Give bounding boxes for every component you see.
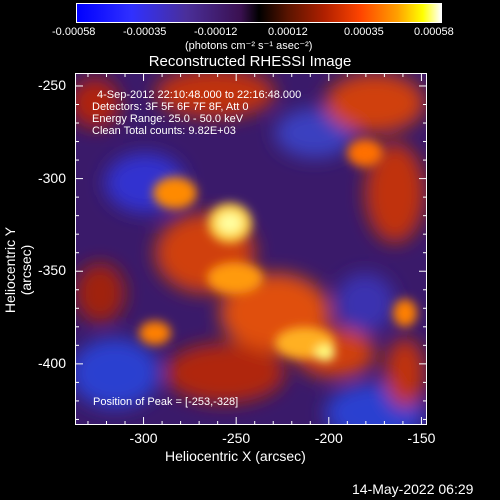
colorbar-tick: 0.00035	[344, 26, 384, 38]
info-detectors: Detectors: 3F 5F 6F 7F 8F, Att 0	[92, 101, 249, 113]
chart-title: Reconstructed RHESSI Image	[148, 53, 352, 70]
colorbar	[76, 3, 442, 23]
colorbar-tick: -0.00035	[123, 26, 167, 38]
y-tick-label: -300	[37, 169, 66, 186]
y-axis-label: Heliocentric Y (arcsec)	[2, 226, 34, 314]
y-tick-label: -350	[37, 262, 66, 279]
colorbar-units: (photons cm⁻² s⁻¹ asec⁻²)	[185, 40, 313, 52]
info-time-range: 4-Sep-2012 22:10:48.000 to 22:16:48.000	[97, 89, 302, 101]
heatmap-hotspots	[139, 139, 417, 361]
colorbar-tick: -0.00058	[52, 26, 96, 38]
date-stamp: 14-May-2022 06:29	[352, 481, 474, 497]
x-tick-label: -150	[407, 430, 436, 446]
y-tick-label: -400	[37, 354, 66, 371]
info-peak: Position of Peak = [-253,-328]	[93, 396, 239, 408]
x-tick-label: -250	[222, 430, 251, 446]
plot-frame	[75, 73, 427, 425]
x-axis-label: Heliocentric X (arcsec)	[165, 448, 306, 464]
heatmap-plot	[75, 73, 427, 425]
y-tick-label: -250	[37, 76, 66, 93]
x-tick-label: -200	[314, 430, 343, 446]
heatmap-blobs	[75, 73, 425, 425]
info-clean: Clean Total counts: 9.82E+03	[92, 125, 236, 137]
info-energy: Energy Range: 25.0 - 50.0 keV	[92, 113, 244, 125]
colorbar-tick: 0.00058	[414, 26, 454, 38]
x-tick-label: -300	[129, 430, 158, 446]
colorbar-tick: -0.00012	[194, 26, 238, 38]
colorbar-tick: 0.00012	[268, 26, 308, 38]
axis-ticks	[75, 73, 427, 425]
